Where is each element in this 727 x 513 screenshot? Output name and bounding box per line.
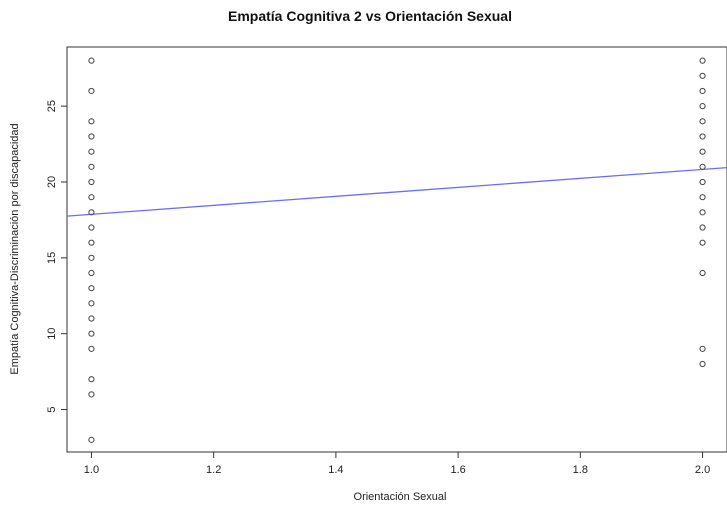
data-point — [700, 104, 705, 109]
data-point — [700, 225, 705, 230]
plot-area: 1.0 1.2 1.4 1.6 1.8 2.0 5 10 15 20 25 — [46, 47, 727, 476]
y-tick-label: 10 — [46, 328, 58, 340]
data-point — [700, 361, 705, 366]
data-point — [700, 73, 705, 78]
plot-frame — [67, 47, 727, 452]
data-point — [89, 270, 94, 275]
data-point — [89, 437, 94, 442]
data-point — [700, 119, 705, 124]
x-axis-label: Orientación Sexual — [354, 491, 447, 503]
y-tick-label: 5 — [46, 406, 58, 412]
data-point — [89, 119, 94, 124]
data-point — [89, 195, 94, 200]
x-tick-label: 2.0 — [695, 464, 710, 476]
data-point — [89, 225, 94, 230]
data-point — [700, 210, 705, 215]
y-tick-label: 25 — [46, 100, 58, 112]
data-point — [89, 240, 94, 245]
data-point — [700, 134, 705, 139]
data-point — [700, 270, 705, 275]
data-point — [89, 346, 94, 351]
data-point — [89, 134, 94, 139]
data-point — [700, 346, 705, 351]
data-point — [700, 88, 705, 93]
data-point — [89, 88, 94, 93]
data-point — [89, 179, 94, 184]
data-point — [89, 331, 94, 336]
x-tick-label: 1.2 — [206, 464, 221, 476]
data-point — [89, 301, 94, 306]
data-point — [89, 316, 94, 321]
y-tick-label: 20 — [46, 176, 58, 188]
x-tick-label: 1.8 — [573, 464, 588, 476]
data-point — [89, 377, 94, 382]
data-point — [700, 149, 705, 154]
data-point — [700, 240, 705, 245]
y-tick-label: 15 — [46, 252, 58, 264]
x-tick-label: 1.0 — [84, 464, 99, 476]
data-point — [89, 58, 94, 63]
x-tick-label: 1.6 — [450, 464, 465, 476]
data-point — [700, 58, 705, 63]
data-point — [89, 255, 94, 260]
regression-line — [67, 168, 727, 217]
data-point — [89, 286, 94, 291]
data-point — [700, 164, 705, 169]
chart-title: Empatía Cognitiva 2 vs Orientación Sexua… — [228, 8, 512, 24]
data-point — [700, 195, 705, 200]
data-point — [89, 149, 94, 154]
data-point — [89, 392, 94, 397]
data-point — [89, 164, 94, 169]
y-axis-label: Empatía Cognitiva-Discriminación por dis… — [9, 123, 21, 374]
x-tick-label: 1.4 — [328, 464, 343, 476]
data-point — [700, 179, 705, 184]
